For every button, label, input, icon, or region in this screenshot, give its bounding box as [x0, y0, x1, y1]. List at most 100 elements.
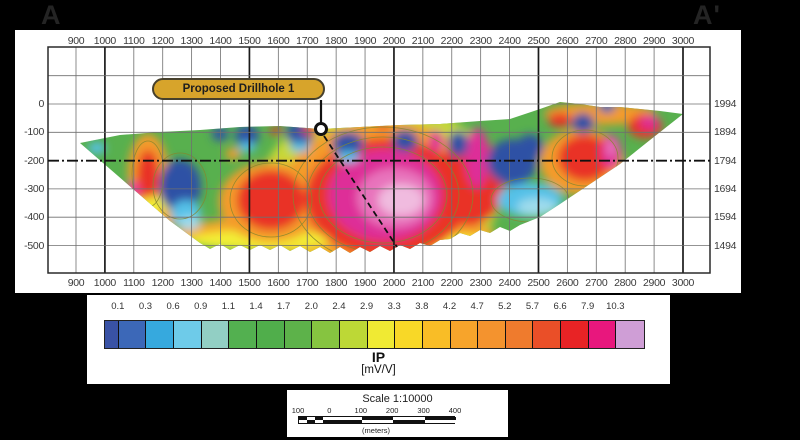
- scalebar-segment: [424, 420, 456, 423]
- colorbar-cell: [257, 321, 285, 348]
- scalebar-tick-label: 400: [448, 406, 462, 415]
- colorbar-cell: [146, 321, 175, 348]
- scalebar-units: (meters): [362, 426, 390, 435]
- scalebar-tick-label: 100: [291, 406, 305, 415]
- colorbar-cell: [505, 321, 534, 348]
- pseudosection-svg: [47, 46, 711, 274]
- drillhole-collar-marker: [314, 122, 328, 136]
- elevation-axis-label: 1994: [714, 98, 737, 110]
- colorbar-cell: [367, 321, 396, 348]
- colorbar-tick-label: 3.8: [415, 301, 429, 312]
- scalebar-segment: [393, 420, 425, 423]
- colorbar-cell: [229, 321, 258, 348]
- scalebar-segment: [424, 417, 456, 420]
- x-axis-tick-label-bottom: 1000: [93, 277, 116, 289]
- scale-title: Scale 1:10000: [362, 393, 433, 405]
- x-axis-tick-label-bottom: 1600: [267, 277, 290, 289]
- section-end-label: A': [693, 0, 721, 30]
- scalebar-segment: [322, 417, 331, 420]
- colorbar-cell: [533, 321, 562, 348]
- x-axis-tick-label-top: 1800: [325, 35, 348, 47]
- scalebar: [298, 416, 456, 424]
- colorbar-cell: [284, 321, 313, 348]
- colorbar-tick-label: 1.4: [249, 301, 263, 312]
- colorbar-tick-label: 0.3: [138, 301, 153, 312]
- scalebar-tick-label: 0: [327, 406, 332, 415]
- colorbar-cell: [395, 321, 423, 348]
- x-axis-tick-label-bottom: 2900: [643, 277, 666, 289]
- colorbar-cell: [478, 321, 506, 348]
- scalebar-segment: [314, 417, 323, 420]
- colorbar-cell: [118, 321, 147, 348]
- colorbar-tick-label: 1.7: [277, 301, 291, 312]
- colorbar-cell: [422, 321, 451, 348]
- x-axis-tick-label-bottom: 1200: [151, 277, 174, 289]
- depth-axis-label: -400: [24, 211, 44, 224]
- x-axis-tick-label-top: 2700: [585, 35, 608, 47]
- x-axis-tick-label-bottom: 2000: [382, 277, 406, 289]
- colorbar-tick-label: 3.3: [387, 301, 401, 312]
- x-axis-tick-label-bottom: 2600: [556, 277, 579, 289]
- x-axis-tick-label-top: 1200: [151, 35, 174, 47]
- depth-axis-label: 0: [38, 98, 44, 110]
- x-axis-tick-label-top: 2900: [643, 35, 666, 47]
- scalebar-segment: [314, 420, 323, 423]
- x-axis-tick-label-bottom: 1500: [238, 277, 261, 289]
- colorbar-tick-label: 2.4: [332, 301, 346, 312]
- depth-axis-label: -500: [24, 239, 44, 252]
- x-axis-tick-label-bottom: 2500: [527, 277, 550, 289]
- colorbar-panel: 0.1 0.3 0.6 0.9 1.1 1.4 1.7 2.0 2.4 2.9 3.3 3.8 4.2 4…: [87, 295, 670, 384]
- colorbar-cell: [312, 321, 340, 348]
- scalebar-tick-label: 200: [385, 406, 399, 415]
- x-axis-tick-label-top: 1300: [180, 35, 203, 47]
- colorbar-cell: [339, 321, 368, 348]
- x-axis-tick-label-bottom: 1800: [325, 277, 348, 289]
- x-axis-tick-label-bottom: 2300: [469, 277, 492, 289]
- x-axis-tick-label-top: 1400: [209, 35, 232, 47]
- scalebar-segment: [322, 420, 331, 423]
- x-axis-tick-label-top: 3000: [671, 35, 695, 47]
- section-start-label: A: [41, 0, 62, 30]
- depth-axis-label: -100: [24, 126, 44, 139]
- scalebar-segment: [299, 420, 307, 423]
- x-axis-tick-label-top: 2500: [527, 35, 550, 47]
- colorbar-tick-label: 5.2: [498, 301, 512, 312]
- x-axis-tick-label-bottom: 1400: [209, 277, 232, 289]
- scalebar-segment: [306, 420, 315, 423]
- colorbar-tick-label: 2.0: [304, 301, 318, 312]
- scalebar-segment: [330, 420, 362, 423]
- scalebar-segment: [299, 417, 307, 420]
- ip-section-art: [80, 102, 683, 253]
- colorbar-cell: [174, 321, 202, 348]
- scalebar-panel: Scale 1:10000 100 0 100 200 300 400 (meters): [287, 390, 508, 437]
- x-axis-tick-label-bottom: 1100: [123, 277, 145, 289]
- x-axis-tick-label-bottom: 900: [67, 277, 85, 289]
- x-axis-tick-label-bottom: 2800: [614, 277, 637, 289]
- elevation-axis-label: 1894: [714, 126, 737, 139]
- x-axis-tick-label-bottom: 1700: [296, 277, 319, 289]
- scalebar-segment: [361, 420, 394, 423]
- colorbar-tick-label: 0.6: [166, 301, 180, 312]
- colorbar-tick-label: 2.9: [359, 301, 374, 312]
- elevation-axis-label: 1794: [714, 154, 737, 167]
- colorbar-cell: [561, 321, 589, 348]
- grid-frame: [47, 46, 711, 274]
- x-axis-tick-label-bottom: 2700: [585, 277, 608, 289]
- colorbar-tick-label: 0.9: [194, 301, 208, 312]
- x-axis-tick-label-top: 2800: [614, 35, 637, 47]
- colorbar: [104, 320, 645, 349]
- drillhole-trace-dashed-line: [323, 135, 398, 248]
- x-axis-tick-label-bottom: 1900: [353, 277, 377, 289]
- depth-axis-label: -300: [24, 182, 44, 195]
- scalebar-tick-label: 300: [417, 406, 430, 415]
- elevation-axis-label: 1594: [714, 211, 737, 224]
- scalebar-segment: [330, 417, 362, 420]
- x-axis-tick-label-top: 1500: [238, 35, 261, 47]
- x-axis-tick-label-bottom: 2100: [411, 277, 434, 289]
- colorbar-cell: [105, 321, 119, 348]
- x-axis-tick-label-top: 2600: [556, 35, 579, 47]
- x-axis-tick-label-top: 2100: [411, 35, 434, 47]
- x-axis-tick-label-top: 1700: [296, 35, 319, 47]
- x-axis-tick-label-top: 2000: [382, 35, 406, 47]
